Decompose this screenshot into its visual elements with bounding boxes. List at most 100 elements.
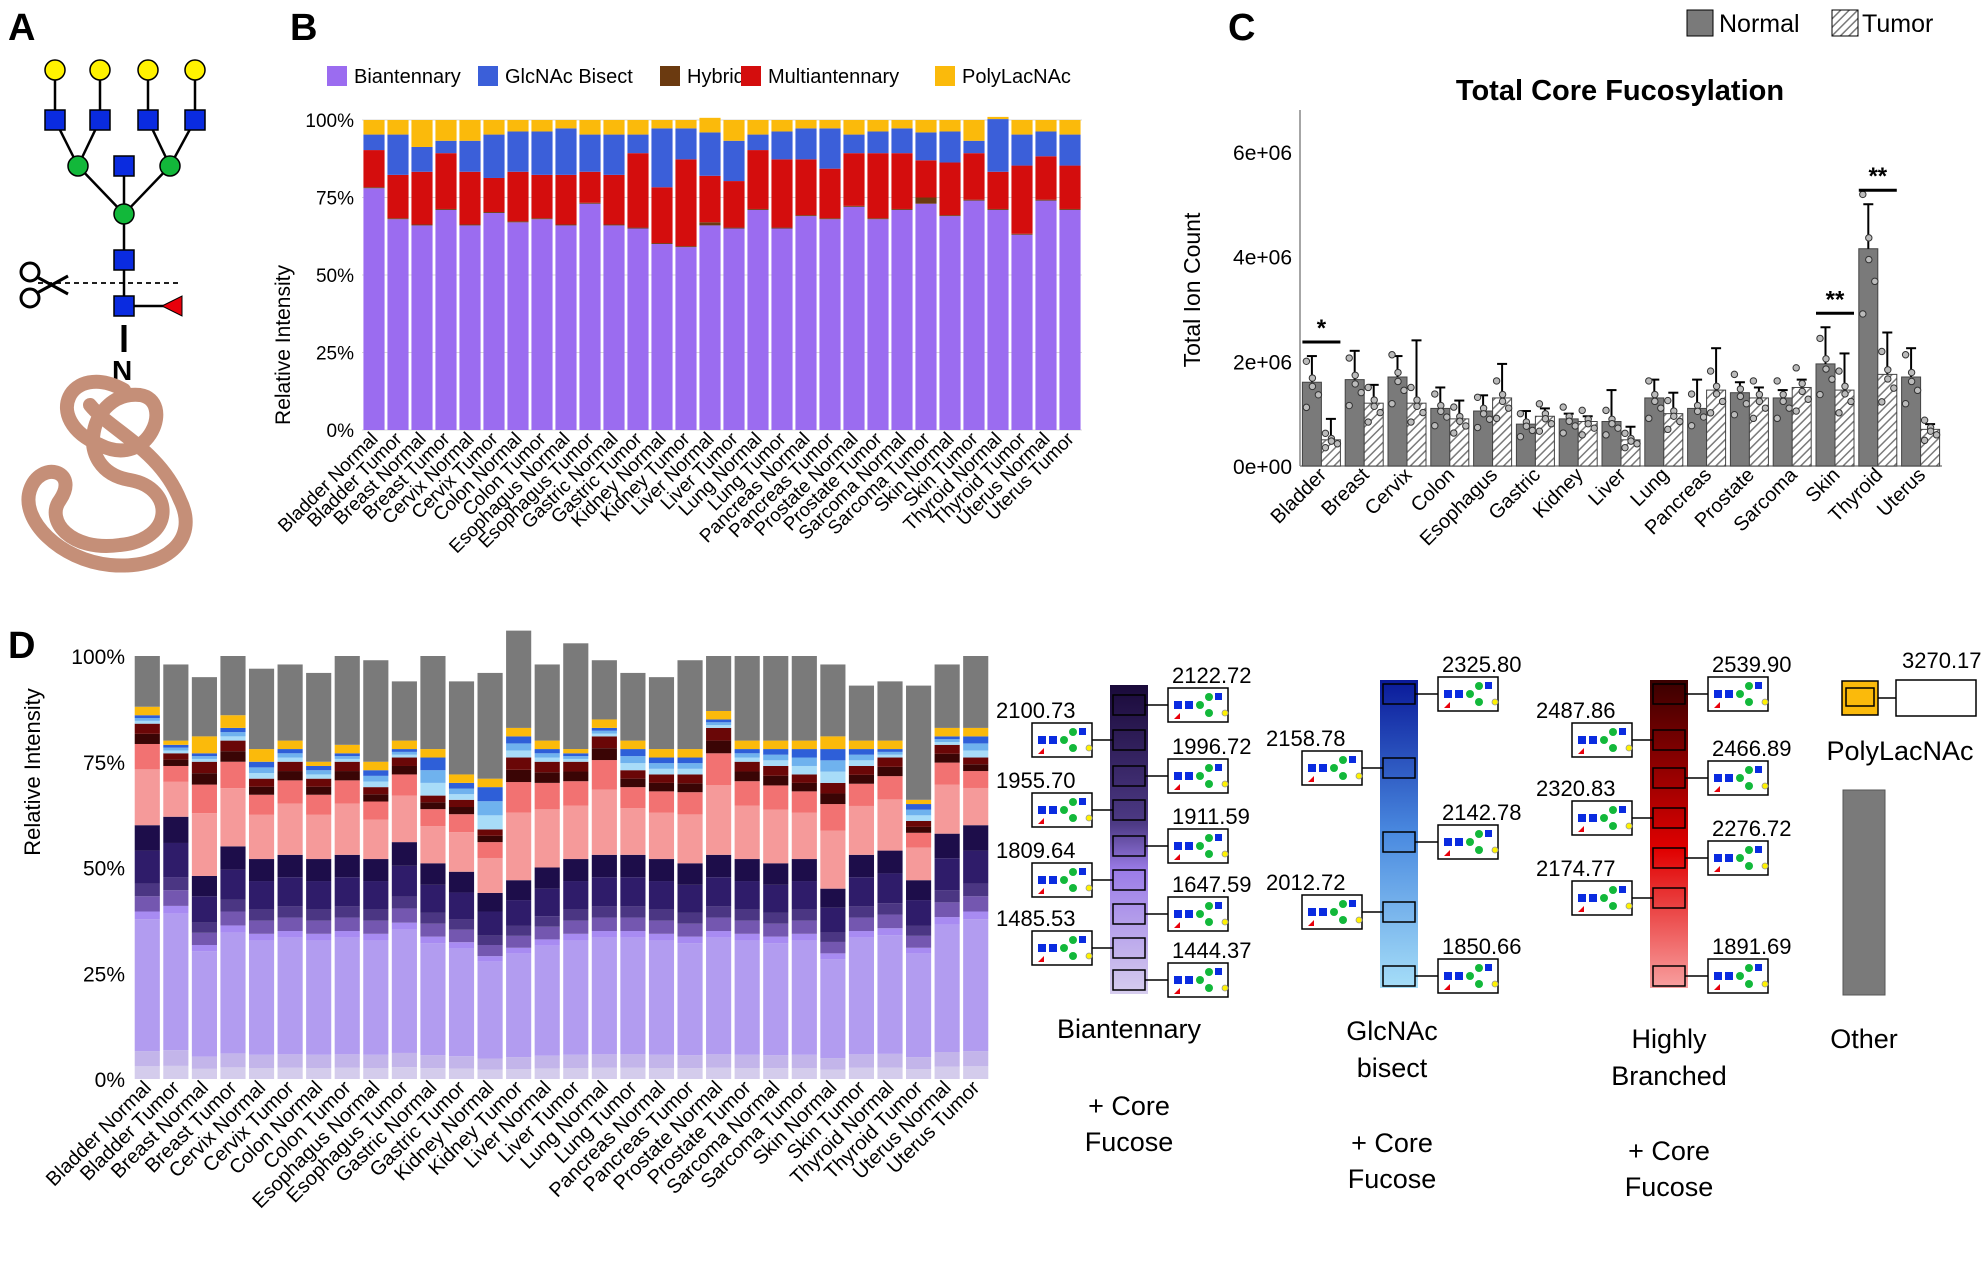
legend-suffix-line1: + Core — [1351, 1128, 1433, 1158]
glcnac-icon — [1725, 774, 1733, 782]
mannose-icon — [1339, 916, 1347, 924]
panel-d-bar-segment — [220, 1067, 246, 1079]
panel-d-bar-segment — [420, 656, 446, 750]
panel-d-bar-segment — [934, 784, 960, 834]
panel-b-bar-segment — [531, 120, 553, 132]
glcnac-icon — [1319, 764, 1327, 772]
panel-d-bar-segment — [734, 881, 760, 910]
panel-d-bar-segment — [534, 753, 560, 758]
panel-c-data-point — [1859, 310, 1867, 318]
panel-d-bar-segment — [706, 727, 732, 741]
panel-c-xtick-label: Liver — [1584, 464, 1630, 510]
panel-d-bar-segment — [906, 947, 932, 954]
panel-d-bar-segment — [648, 749, 675, 758]
galactose-icon — [1625, 902, 1633, 910]
panel-b-bar-segment — [459, 225, 481, 430]
panel-c-data-point — [1535, 427, 1544, 435]
panel-d-bar-segment — [706, 753, 732, 786]
glcnac-icon — [1619, 806, 1626, 813]
panel-b-bar-segment — [747, 209, 769, 430]
panel-b-bar-segment — [483, 134, 505, 178]
panel-b-bar-segment — [459, 140, 481, 172]
panel-d-bar-segment — [534, 757, 560, 762]
panel-d-bar-segment — [706, 937, 732, 1055]
panel-d-bar-segment — [391, 774, 417, 796]
panel-b-bar-segment — [507, 221, 529, 223]
mannose-icon — [1600, 736, 1608, 744]
panel-d-bar-segment — [620, 672, 646, 741]
panel-b-bar-segment — [579, 134, 601, 172]
mannose-icon — [1736, 972, 1744, 980]
panel-c-data-point — [1357, 388, 1365, 397]
panel-d-bar-segment — [706, 725, 732, 728]
legend-swatch-multi — [741, 66, 761, 86]
panel-c-data-point — [1431, 390, 1439, 398]
panel-c-data-point — [1920, 416, 1929, 424]
panel-d-bar-segment — [506, 947, 532, 954]
panel-b-bar-segment — [411, 171, 433, 225]
legend-gradient-bar-0 — [1110, 685, 1148, 994]
panel-d-bar-segment — [620, 756, 646, 764]
panel-d-bar-segment — [734, 1068, 760, 1079]
glcnac-icon — [1619, 886, 1626, 893]
panel-c-xtick-label: Uterus — [1873, 464, 1930, 521]
panel-c-title: Total Core Fucosylation — [1456, 75, 1784, 107]
panel-d-yticks: 0% 25% 50% 75% 100% — [71, 646, 125, 1092]
panel-d-bar-segment — [791, 909, 817, 921]
panel-c-data-point — [1865, 255, 1873, 264]
panel-d-bar-segment — [877, 935, 903, 1054]
panel-b-bar-segment — [675, 128, 697, 160]
panel-d-bar-segment — [877, 799, 903, 851]
panel-b-bar-segment — [555, 224, 577, 226]
panel-d-bar-segment — [848, 906, 875, 918]
mannose-icon — [1069, 884, 1077, 892]
mannose-icon — [1205, 902, 1213, 910]
panel-d-bar-segment — [963, 911, 989, 920]
panel-d-bar-segment — [620, 749, 646, 757]
panel-d-bar-segment — [591, 789, 617, 855]
legend-swatch-bisect — [478, 66, 498, 86]
panel-d-bar-segment — [191, 736, 217, 754]
panel-d-bar-segment — [848, 877, 875, 907]
panel-b-bar-segment — [603, 134, 625, 175]
panel-d-bar-segment — [934, 736, 960, 740]
glcnac-icon — [1174, 976, 1182, 984]
panel-d-bar-segment — [534, 740, 560, 750]
glcnac-icon — [1049, 944, 1057, 952]
panel-c-data-point — [1394, 368, 1402, 377]
panel-b-bar-segment — [771, 227, 793, 229]
panel-d-bar-segment — [134, 723, 160, 734]
panel-d-bar-segment — [534, 664, 560, 741]
panel-b-bar-segment — [627, 228, 649, 430]
panel-d-bar-segment — [391, 740, 417, 750]
panel-d-bar-segment — [734, 859, 760, 882]
legend-normal-swatch — [1686, 9, 1714, 37]
panel-c-data-point — [1370, 396, 1378, 404]
panel-b-bar-segment — [363, 134, 385, 151]
panel-d-bar-segment — [334, 937, 360, 1055]
mannose-icon — [1600, 894, 1608, 902]
panel-c-data-point — [1841, 390, 1849, 398]
panel-b-bar-segment — [363, 120, 385, 135]
panel-d-bar-segment — [220, 899, 246, 912]
panel-d-bar-segment — [277, 931, 303, 938]
glcnac-icon — [1079, 728, 1086, 735]
panel-d-bar-segment — [363, 933, 389, 941]
mannose-icon — [1745, 980, 1753, 988]
panel-c-data-point — [1779, 390, 1787, 399]
panel-b-bar-segment — [795, 159, 817, 216]
legend-mass-label: 1911.59 — [1172, 804, 1250, 829]
glcnac-icon — [1174, 910, 1182, 918]
panel-c-data-point — [1901, 400, 1910, 408]
panel-d-bar-segment — [134, 883, 160, 897]
panel-c-data-point — [1706, 409, 1715, 417]
mannose-icon — [1475, 980, 1483, 988]
panel-c-data-point — [1351, 380, 1359, 388]
panel-c-data-point — [1621, 429, 1629, 437]
panel-d-bar-segment — [220, 788, 246, 847]
panel-d-bar-segment — [363, 920, 389, 934]
legend-swatch-hybrid — [660, 66, 680, 86]
glcnac-icon — [1714, 972, 1722, 980]
panel-d-bar-segment — [363, 940, 389, 1055]
glcnac-icon — [1079, 798, 1086, 805]
